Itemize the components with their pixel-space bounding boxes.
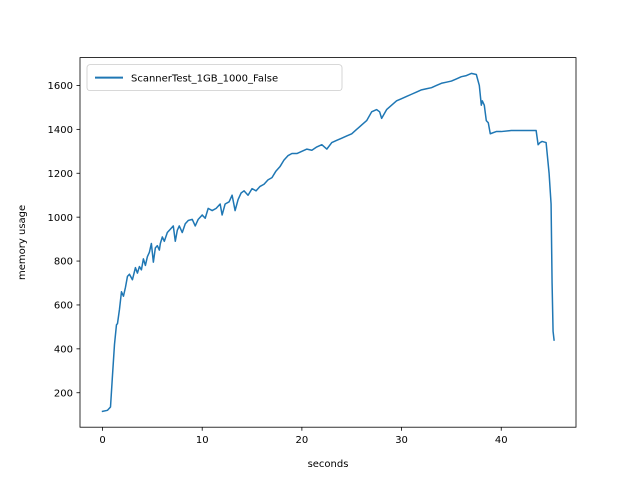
x-tick-label: 30	[395, 435, 408, 446]
legend-box	[86, 64, 343, 91]
x-tick-label: 20	[296, 435, 309, 446]
y-tick-label: 1400	[48, 125, 73, 136]
x-tick-label: 10	[196, 435, 209, 446]
x-axis-label: seconds	[308, 459, 349, 470]
series-line-0	[101, 72, 555, 413]
y-tick-label: 1200	[48, 169, 73, 180]
y-tick-label: 1600	[48, 81, 73, 92]
x-tick-label: 40	[495, 435, 508, 446]
y-tick-label: 800	[54, 257, 73, 268]
y-axis-label: memory usage	[17, 205, 28, 280]
x-axis: 0 10 20 30 40	[99, 427, 508, 446]
y-axis: 200 400 600 800 1000 1200 1400 1600	[48, 81, 80, 399]
legend: ScannerTest_1GB_1000_False	[86, 64, 343, 91]
y-tick-label: 600	[54, 301, 73, 312]
y-tick-label: 200	[54, 388, 73, 399]
plot-area-frame	[79, 57, 577, 428]
y-tick-label: 1000	[48, 213, 73, 224]
legend-label: ScannerTest_1GB_1000_False	[131, 74, 278, 85]
x-tick-label: 0	[99, 435, 105, 446]
y-tick-label: 400	[54, 344, 73, 355]
plot-series-layer	[101, 72, 555, 413]
